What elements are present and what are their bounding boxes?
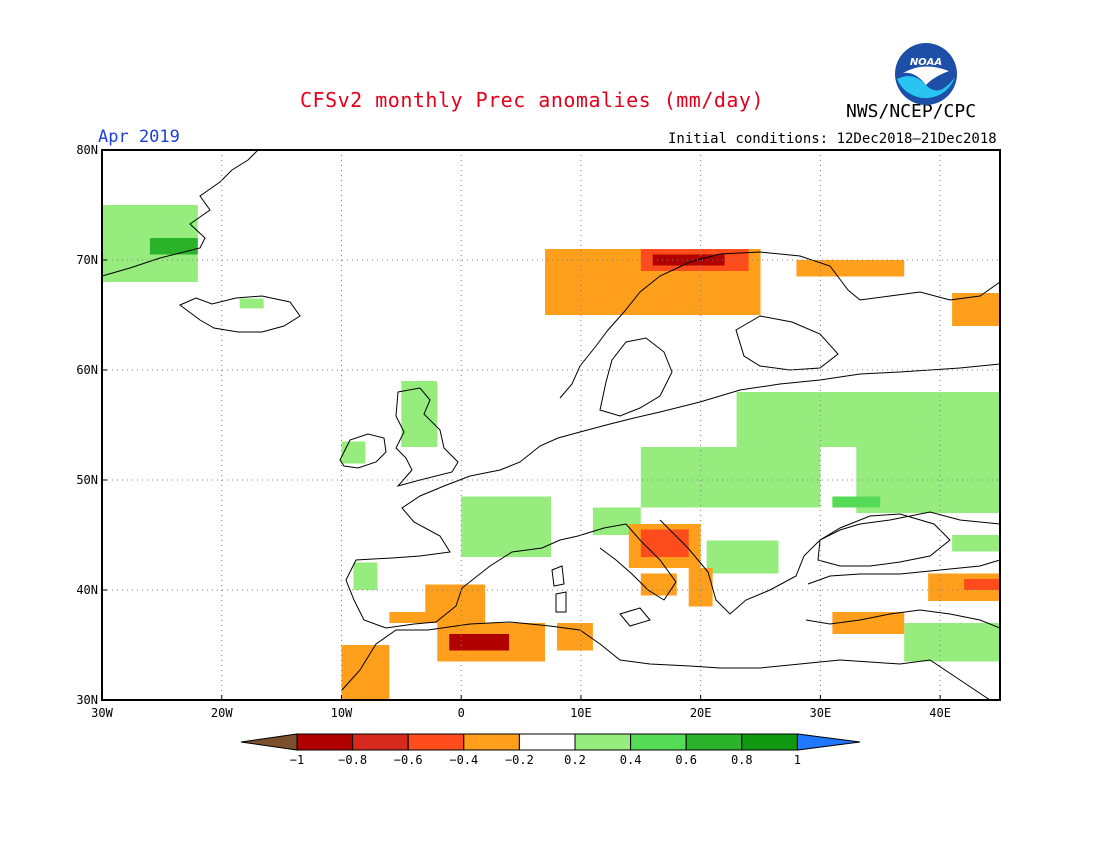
colorbar-box xyxy=(296,733,354,751)
coastline-greenland xyxy=(102,150,259,277)
lat-lon-gridlines xyxy=(102,150,1000,700)
coastline-scandinavia xyxy=(559,251,1000,417)
anomaly-region xyxy=(640,447,821,508)
coastline-great-britain xyxy=(395,387,459,487)
map-title: CFSv2 monthly Prec anomalies (mm/day) xyxy=(300,88,765,112)
colorbar-label: 0.6 xyxy=(675,753,697,767)
longitude-label: 30W xyxy=(91,706,113,720)
colorbar-box xyxy=(685,733,743,751)
anomaly-region xyxy=(401,381,438,447)
colorbar-boxes xyxy=(240,733,861,751)
map-frame xyxy=(101,149,1001,701)
longitude-label: 30E xyxy=(810,706,832,720)
anomaly-region xyxy=(904,623,1000,662)
longitude-labels: 30W 20W 10W 0 10E 20E 30E 40E xyxy=(91,695,951,720)
coastlines xyxy=(102,150,1000,700)
colorbar-box xyxy=(463,733,520,751)
colorbar-box xyxy=(352,733,409,751)
coastline-black-sea xyxy=(817,513,951,567)
anomaly-region xyxy=(832,612,905,634)
coastline-iceland xyxy=(179,295,301,333)
anomaly-region xyxy=(461,496,551,557)
latitude-label: 40N xyxy=(76,583,98,597)
colorbar-label: −0.4 xyxy=(449,753,478,767)
longitude-label: 10W xyxy=(331,706,353,720)
colorbar-label: −0.8 xyxy=(338,753,367,767)
anomaly-region xyxy=(832,496,881,508)
colorbar-label: 0.8 xyxy=(731,753,753,767)
longitude-label: 0 xyxy=(458,706,465,720)
longitude-label: 20W xyxy=(211,706,233,720)
noaa-logo-icon: NOAA xyxy=(895,43,957,105)
longitude-label: 10E xyxy=(570,706,592,720)
longitude-label: 20E xyxy=(690,706,712,720)
coastline-turkey xyxy=(805,559,1000,629)
colorbar-label: 0.2 xyxy=(564,753,586,767)
anomaly-region xyxy=(239,298,264,309)
latitude-label: 70N xyxy=(76,253,98,267)
coastline-italy-balkans xyxy=(577,511,1000,615)
anomaly-region xyxy=(952,535,1000,552)
anomaly-region xyxy=(341,441,366,464)
colorbar-box xyxy=(407,733,465,751)
latitude-label: 80N xyxy=(76,143,98,157)
initial-conditions: Initial conditions: 12Dec2018–21Dec2018 xyxy=(668,131,997,147)
latitude-labels: 30N 40N 50N 60N 70N 80N xyxy=(76,143,107,707)
coastline-continental-europe xyxy=(469,363,1000,477)
colorbar-labels: −1 −0.8 −0.6 −0.4 −0.2 0.2 0.4 0.6 0.8 1 xyxy=(290,753,801,767)
anomaly-region xyxy=(389,612,450,623)
colorbar-label: −0.6 xyxy=(394,753,423,767)
colorbar-box xyxy=(574,733,632,751)
anomaly-region xyxy=(341,645,390,700)
colorbar-box xyxy=(630,733,687,751)
anomaly-region xyxy=(688,568,713,607)
noaa-logo-text: NOAA xyxy=(910,57,942,68)
coastline-mediterranean-islands xyxy=(551,565,651,627)
forecast-period: Apr 2019 xyxy=(98,127,180,147)
colorbar-label: −1 xyxy=(290,753,304,767)
colorbar-box xyxy=(518,733,576,751)
anomaly-region xyxy=(149,238,198,255)
colorbar-box xyxy=(741,733,798,751)
anomaly-region xyxy=(856,392,1000,513)
anomaly-region xyxy=(706,540,779,574)
anomaly-shading xyxy=(102,205,1000,700)
anomaly-region xyxy=(964,579,1000,590)
anomaly-region xyxy=(449,634,510,651)
anomaly-region xyxy=(640,529,689,557)
longitude-label: 40E xyxy=(929,706,951,720)
agency-label: NWS/NCEP/CPC xyxy=(846,101,977,122)
anomaly-region xyxy=(652,254,725,266)
latitude-label: 30N xyxy=(76,693,98,707)
colorbar-label: 0.4 xyxy=(620,753,642,767)
coastline-iberia-france xyxy=(345,475,579,629)
colorbar-label: −0.2 xyxy=(505,753,534,767)
coastline-north-africa xyxy=(341,621,991,700)
colorbar-high-extend xyxy=(796,733,861,751)
colorbar-low-extend xyxy=(240,733,298,751)
anomaly-region xyxy=(353,562,378,590)
latitude-label: 50N xyxy=(76,473,98,487)
colorbar-label: 1 xyxy=(794,753,801,767)
coastline-ireland xyxy=(339,433,387,469)
latitude-label: 60N xyxy=(76,363,98,377)
